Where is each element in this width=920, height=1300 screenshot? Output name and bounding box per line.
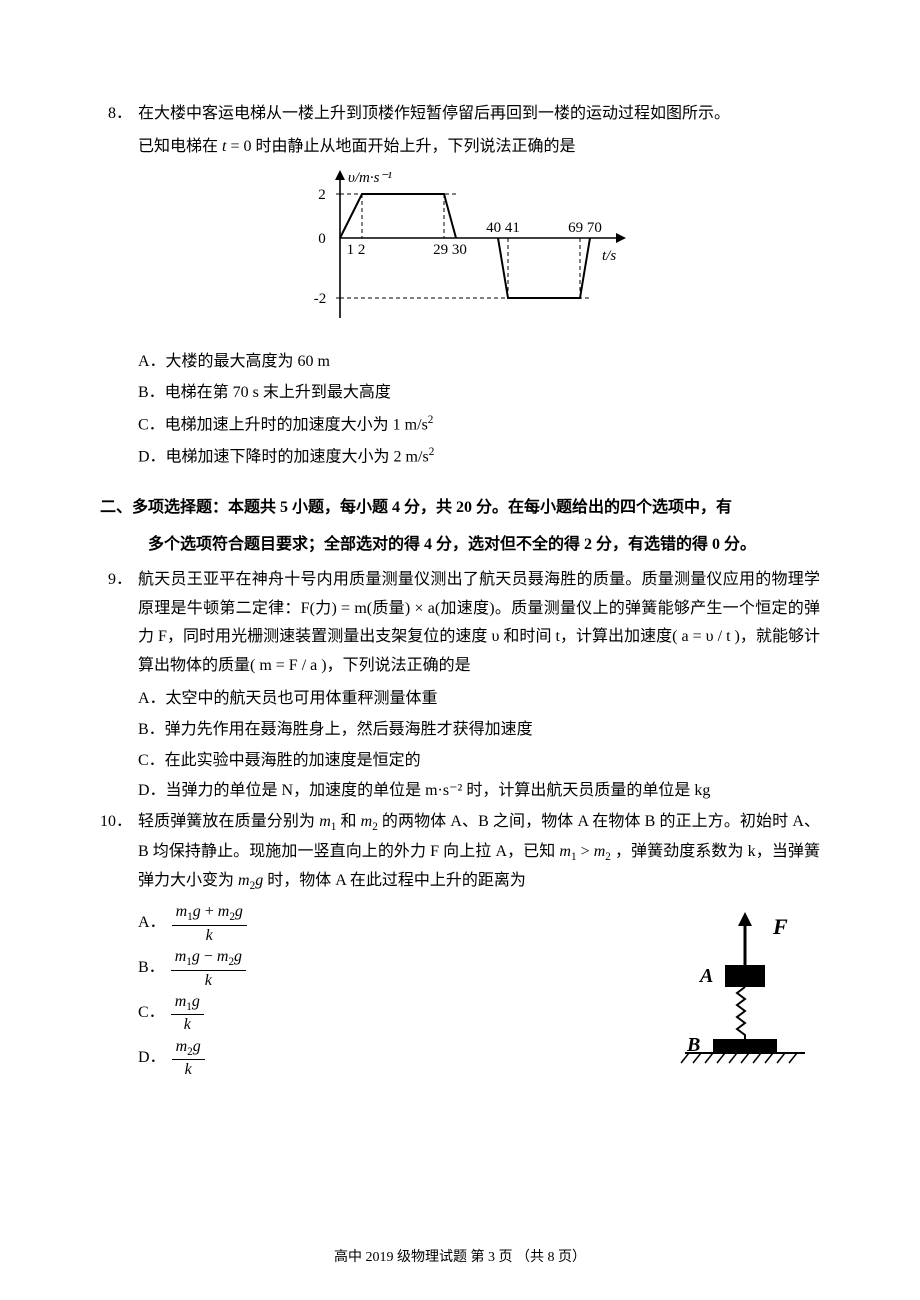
q9-number: 9． (100, 566, 138, 681)
q10-optA: A． m1g + m2g k (138, 902, 610, 945)
q9-body: 航天员王亚平在神舟十号内用质量测量仪测出了航天员聂海胜的质量。质量测量仪应用的物… (138, 566, 820, 681)
svg-text:40 41: 40 41 (486, 220, 520, 236)
q10-optA-num: m1g + m2g (172, 902, 247, 926)
q10-optC-num: m1g (171, 992, 204, 1016)
svg-text:29 30: 29 30 (433, 242, 467, 258)
q10-figure: FAB (610, 900, 820, 1111)
q8-body-l1: 在大楼中客运电梯从一楼上升到顶楼作短暂停留后再回到一楼的运动过程如图所示。 (138, 100, 820, 129)
q8-chart: υ/m·s⁻¹ t/s 2 0 -2 1 2 29 30 40 41 69 70 (100, 168, 820, 339)
q10-optB-num: m1g − m2g (171, 947, 246, 971)
q8-number: 8． (100, 100, 138, 129)
q10-body: 轻质弹簧放在质量分别为 m1 和 m2 的两物体 A、B 之间，物体 A 在物体… (138, 808, 820, 896)
q10-optB: B． m1g − m2g k (138, 947, 610, 990)
q10-optD-num: m2g (172, 1037, 205, 1061)
q10-optB-den: k (171, 971, 246, 990)
svg-text:69 70: 69 70 (568, 220, 602, 236)
q9-stem: 9． 航天员王亚平在神舟十号内用质量测量仪测出了航天员聂海胜的质量。质量测量仪应… (100, 566, 820, 681)
page-footer: 高中 2019 级物理试题 第 3 页 （共 8 页） (0, 1245, 920, 1270)
q8-stem-line2: 已知电梯在 t = 0 时由静止从地面开始上升，下列说法正确的是 (100, 133, 820, 162)
svg-text:υ/m·s⁻¹: υ/m·s⁻¹ (348, 170, 392, 186)
q10-optD: D． m2g k (138, 1037, 610, 1080)
q10-optC: C． m1g k (138, 992, 610, 1035)
svg-text:2: 2 (318, 187, 326, 203)
q8-stem-line1: 8． 在大楼中客运电梯从一楼上升到顶楼作短暂停留后再回到一楼的运动过程如图所示。 (100, 100, 820, 129)
q8-optC: C．电梯加速上升时的加速度大小为 1 m/s2 (138, 410, 820, 440)
q10-optA-den: k (172, 926, 247, 945)
svg-text:F: F (772, 914, 788, 939)
svg-text:t/s: t/s (602, 248, 616, 264)
svg-text:0: 0 (318, 231, 326, 247)
q9-options: A．太空中的航天员也可用体重秤测量体重 B．弹力先作用在聂海胜身上，然后聂海胜才… (100, 685, 820, 806)
q8-optA: A．大楼的最大高度为 60 m (138, 348, 820, 377)
section2-header-l1: 二、多项选择题：本题共 5 小题，每小题 4 分，共 20 分。在每小题给出的四… (100, 494, 820, 523)
q8-optD: D．电梯加速下降时的加速度大小为 2 m/s2 (138, 442, 820, 472)
q10-optC-den: k (171, 1015, 204, 1034)
q9-optA: A．太空中的航天员也可用体重秤测量体重 (138, 685, 820, 714)
section2-header-l2: 多个选项符合题目要求；全部选对的得 4 分，选对但不全的得 2 分，有选错的得 … (100, 531, 820, 560)
q10-optD-den: k (172, 1060, 205, 1079)
q10-options-wrap: A． m1g + m2g k B． m1g − m2g k C． m1g k (100, 900, 820, 1111)
svg-text:1 2: 1 2 (347, 242, 366, 258)
q9-optB: B．弹力先作用在聂海胜身上，然后聂海胜才获得加速度 (138, 716, 820, 745)
svg-text:A: A (698, 965, 713, 987)
q8-options: A．大楼的最大高度为 60 m B．电梯在第 70 s 末上升到最大高度 C．电… (100, 348, 820, 472)
svg-text:-2: -2 (314, 291, 327, 307)
q8-optB: B．电梯在第 70 s 末上升到最大高度 (138, 379, 820, 408)
q9-optC: C．在此实验中聂海胜的加速度是恒定的 (138, 747, 820, 776)
q10-number: 10． (100, 808, 138, 896)
q10-options: A． m1g + m2g k B． m1g − m2g k C． m1g k (138, 900, 610, 1081)
q9-optD: D．当弹力的单位是 N，加速度的单位是 m·s⁻² 时，计算出航天员质量的单位是… (138, 777, 820, 806)
q8-body-l2: 已知电梯在 t = 0 时由静止从地面开始上升，下列说法正确的是 (138, 133, 820, 162)
q10-stem: 10． 轻质弹簧放在质量分别为 m1 和 m2 的两物体 A、B 之间，物体 A… (100, 808, 820, 896)
